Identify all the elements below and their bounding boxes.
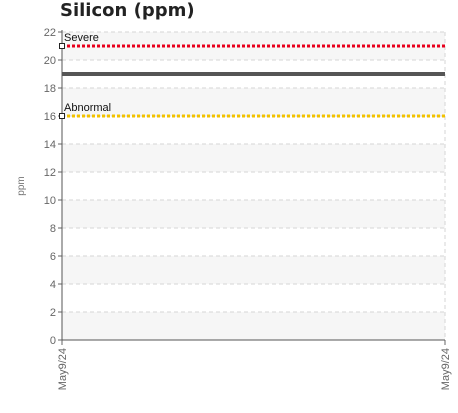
y-axis-label: ppm xyxy=(16,176,27,195)
plot-background-bands xyxy=(62,32,445,340)
y-tick-label: 8 xyxy=(50,223,56,235)
y-tick-label: 6 xyxy=(50,251,56,263)
chart-title: Silicon (ppm) xyxy=(60,0,195,21)
threshold-marker xyxy=(59,43,65,49)
plot-band xyxy=(62,88,445,116)
plot-band xyxy=(62,200,445,228)
x-tick-labels: May9/24 May9/24 xyxy=(57,348,452,390)
x-tick-label: May9/24 xyxy=(440,348,452,390)
y-tick-label: 20 xyxy=(44,55,56,67)
plot-band xyxy=(62,256,445,284)
plot-band xyxy=(62,312,445,340)
y-tick-label: 16 xyxy=(44,111,56,123)
y-tick-label: 12 xyxy=(44,167,56,179)
plot-band xyxy=(62,144,445,172)
x-tick-label: May9/24 xyxy=(57,348,69,390)
threshold-label-severe: Severe xyxy=(64,32,99,44)
threshold-lines: Severe Abnormal xyxy=(59,32,445,119)
y-tick-label: 22 xyxy=(44,27,56,39)
axes xyxy=(58,30,446,345)
y-tick-labels: 0 2 4 6 8 10 12 14 16 18 20 22 xyxy=(44,27,56,347)
y-tick-label: 10 xyxy=(44,195,56,207)
y-tick-label: 14 xyxy=(44,139,56,151)
threshold-label-abnormal: Abnormal xyxy=(64,102,111,114)
threshold-marker xyxy=(59,113,65,119)
grid-lines xyxy=(61,31,446,341)
y-tick-label: 18 xyxy=(44,83,56,95)
y-tick-label: 2 xyxy=(50,307,56,319)
y-tick-label: 4 xyxy=(50,279,56,291)
y-tick-label: 0 xyxy=(50,335,56,347)
